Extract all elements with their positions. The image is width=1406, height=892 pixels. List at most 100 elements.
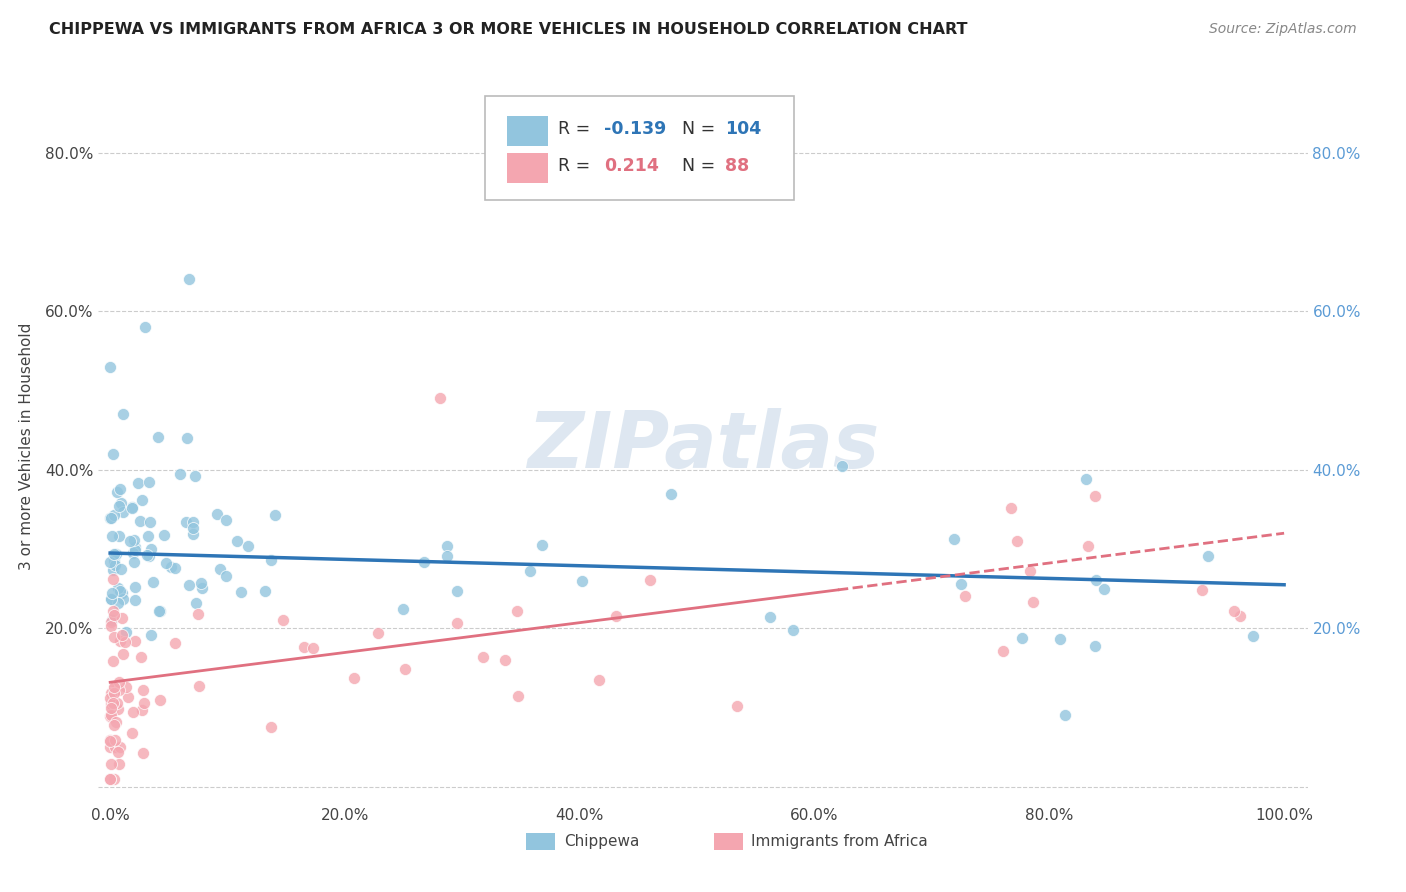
Point [725,699,748,714]
Point [169,467,191,482]
Point [229,584,252,599]
Point [100,585,122,599]
Point [942,532,965,546]
Point [571,574,593,588]
Point [101,696,124,710]
Point [993,644,1015,658]
Y-axis label: 3 or more Vehicles in Household: 3 or more Vehicles in Household [18,322,34,570]
Point [98,733,121,747]
Point [139,515,162,529]
Point [110,562,132,576]
Point [181,521,204,535]
Point [103,508,125,522]
Point [588,673,610,687]
Point [121,500,143,514]
Point [103,680,125,694]
Point [436,539,458,553]
Point [1049,632,1071,647]
Point [98,510,121,524]
Point [105,547,128,561]
Point [254,584,277,599]
Point [1223,604,1246,618]
Point [103,447,125,461]
Point [1191,582,1213,597]
Point [108,683,131,698]
Point [111,610,134,624]
Point [638,574,661,588]
Point [100,511,122,525]
Point [367,626,389,640]
Point [1084,573,1107,587]
Point [124,541,146,555]
Point [103,654,125,668]
Point [152,528,174,542]
Point [107,581,129,595]
Text: R =: R = [558,120,596,138]
Point [226,533,249,548]
Point [103,630,125,644]
Point [782,623,804,637]
Point [110,585,132,599]
Point [103,607,125,622]
Point [104,558,127,572]
Point [101,613,124,627]
Point [111,628,134,642]
Point [271,613,294,627]
Point [138,475,160,489]
Point [108,482,131,496]
Point [1241,628,1264,642]
Point [103,547,125,561]
Point [160,559,183,574]
FancyBboxPatch shape [508,153,548,184]
Point [111,648,134,662]
Point [519,564,541,578]
Point [148,604,170,618]
Point [111,591,134,606]
Point [100,691,122,706]
Point [103,681,125,695]
Point [107,745,129,759]
Point [100,708,122,723]
Point [111,407,134,421]
Point [436,549,458,563]
Point [101,604,124,618]
Point [98,772,121,786]
Point [100,704,122,718]
Point [101,563,124,577]
Point [98,740,121,755]
Point [122,555,145,569]
Point [174,516,197,530]
Point [412,555,434,569]
Point [506,604,529,618]
Point [1084,489,1107,503]
Point [105,715,128,730]
Point [187,607,209,622]
Point [1054,708,1077,723]
Point [1084,639,1107,653]
Point [429,392,451,406]
Point [103,718,125,732]
Point [108,583,131,598]
Point [1011,631,1033,645]
Point [136,529,159,543]
Point [110,739,132,754]
Point [259,552,281,566]
Point [659,487,682,501]
Point [100,591,122,606]
FancyBboxPatch shape [714,833,742,850]
Point [100,555,122,569]
Point [100,695,122,709]
Point [115,624,138,639]
Text: 104: 104 [724,120,761,138]
Point [209,562,232,576]
Point [127,476,149,491]
Point [181,515,204,529]
Point [103,554,125,568]
Point [101,572,124,586]
Point [149,693,172,707]
Point [124,580,146,594]
Point [530,538,553,552]
Point [108,675,131,690]
Point [187,680,209,694]
Point [495,653,517,667]
